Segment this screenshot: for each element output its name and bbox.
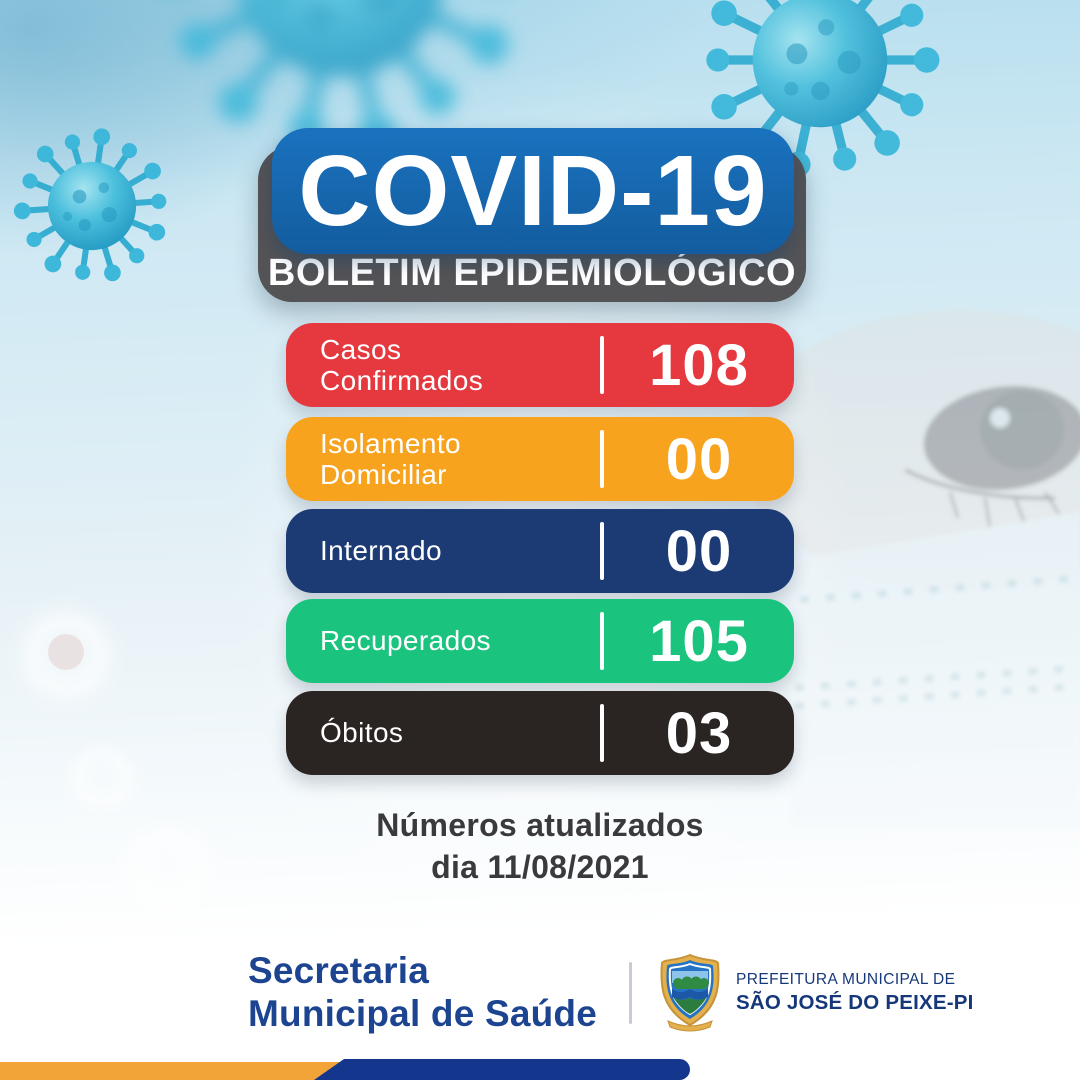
- stat-bar-recuperados: Recuperados 105: [286, 599, 794, 683]
- bottom-strip-blue: [314, 1059, 690, 1080]
- divider: [629, 961, 632, 1024]
- stat-label: Recuperados: [286, 625, 600, 656]
- stat-value: 00: [665, 426, 733, 492]
- stat-bar-isolamento-domiciliar: Isolamento Domiciliar 00: [286, 417, 794, 501]
- header-title-banner: COVID-19: [272, 128, 794, 254]
- stat-bar-casos-confirmados: Casos Confirmados 108: [286, 323, 794, 407]
- health-secretariat-label: Secretaria Municipal de Saúde: [248, 950, 597, 1036]
- bulletin-title: COVID-19: [298, 135, 768, 247]
- virus-icon: [4, 117, 181, 291]
- stat-bar-internado: Internado 00: [286, 509, 794, 593]
- footer: Secretaria Municipal de Saúde PREFEITURA…: [248, 950, 974, 1036]
- org-line2: Municipal de Saúde: [248, 992, 597, 1034]
- stat-label-line2: Confirmados: [320, 365, 484, 396]
- masked-face-photo: [740, 310, 1080, 830]
- municipal-coat-of-arms: [660, 953, 720, 1032]
- org-line1: Secretaria: [248, 950, 429, 991]
- stat-value: 03: [665, 700, 733, 766]
- stat-label-line1: Isolamento: [320, 427, 461, 459]
- stat-label-line1: Recuperados: [320, 625, 491, 657]
- bottom-strip-orange: [0, 1062, 346, 1080]
- bulletin-subtitle: BOLETIM EPIDEMIOLÓGICO: [267, 252, 797, 294]
- stat-label-line2: Domiciliar: [320, 459, 447, 490]
- stat-value: 00: [665, 518, 733, 584]
- stat-label: Casos Confirmados: [286, 334, 600, 397]
- update-note-line1: Números atualizados: [376, 807, 704, 843]
- divider: [600, 704, 604, 762]
- gov-line1: PREFEITURA MUNICIPAL DE: [736, 971, 956, 989]
- update-note: Números atualizados dia 11/08/2021: [0, 804, 1080, 888]
- gov-line2: SÃO JOSÉ DO PEIXE-PI: [736, 990, 974, 1014]
- stat-label-line1: Casos: [320, 333, 402, 365]
- stat-label: Óbitos: [286, 717, 600, 748]
- stat-label-line1: Óbitos: [320, 717, 404, 749]
- city-hall-label: PREFEITURA MUNICIPAL DE SÃO JOSÉ DO PEIX…: [736, 970, 974, 1015]
- update-note-line2: dia 11/08/2021: [431, 849, 649, 886]
- faint-virus-blobs: [4, 593, 228, 928]
- divider: [600, 522, 604, 580]
- stat-bar-obitos: Óbitos 03: [286, 691, 794, 775]
- stat-label: Internado: [286, 535, 600, 566]
- divider: [600, 430, 604, 488]
- divider: [600, 336, 604, 394]
- stat-value: 108: [649, 332, 749, 398]
- stat-value: 105: [649, 608, 749, 674]
- stat-label-line1: Internado: [320, 535, 442, 567]
- stat-label: Isolamento Domiciliar: [286, 428, 600, 491]
- divider: [600, 612, 604, 670]
